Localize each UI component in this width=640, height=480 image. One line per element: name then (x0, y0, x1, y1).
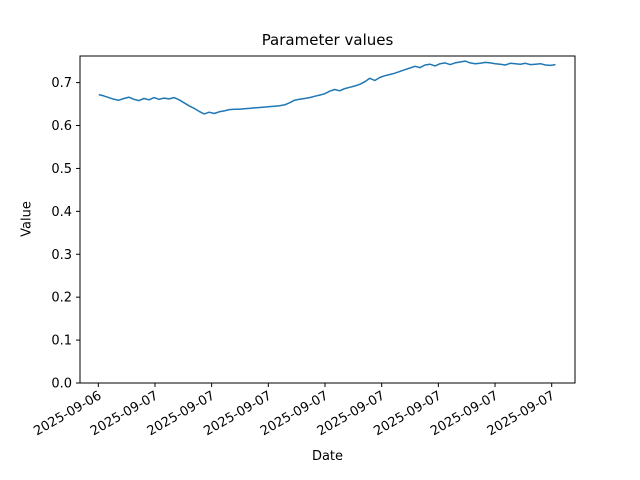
y-tick-label: 0.7 (51, 76, 72, 91)
y-tick-label: 0.1 (51, 334, 72, 349)
y-tick-label: 0.4 (51, 205, 72, 220)
y-axis-label: Value (19, 201, 35, 237)
chart-title: Parameter values (261, 31, 394, 49)
y-tick-label: 0.2 (51, 291, 72, 306)
y-tick-label: 0.0 (51, 377, 72, 392)
series-line (98, 60, 556, 115)
y-tick-label: 0.3 (51, 248, 72, 263)
x-axis-label: Date (311, 449, 344, 464)
y-tick-label: 0.6 (51, 119, 72, 134)
y-tick-label: 0.5 (51, 162, 72, 177)
axes-spines (79, 55, 576, 384)
